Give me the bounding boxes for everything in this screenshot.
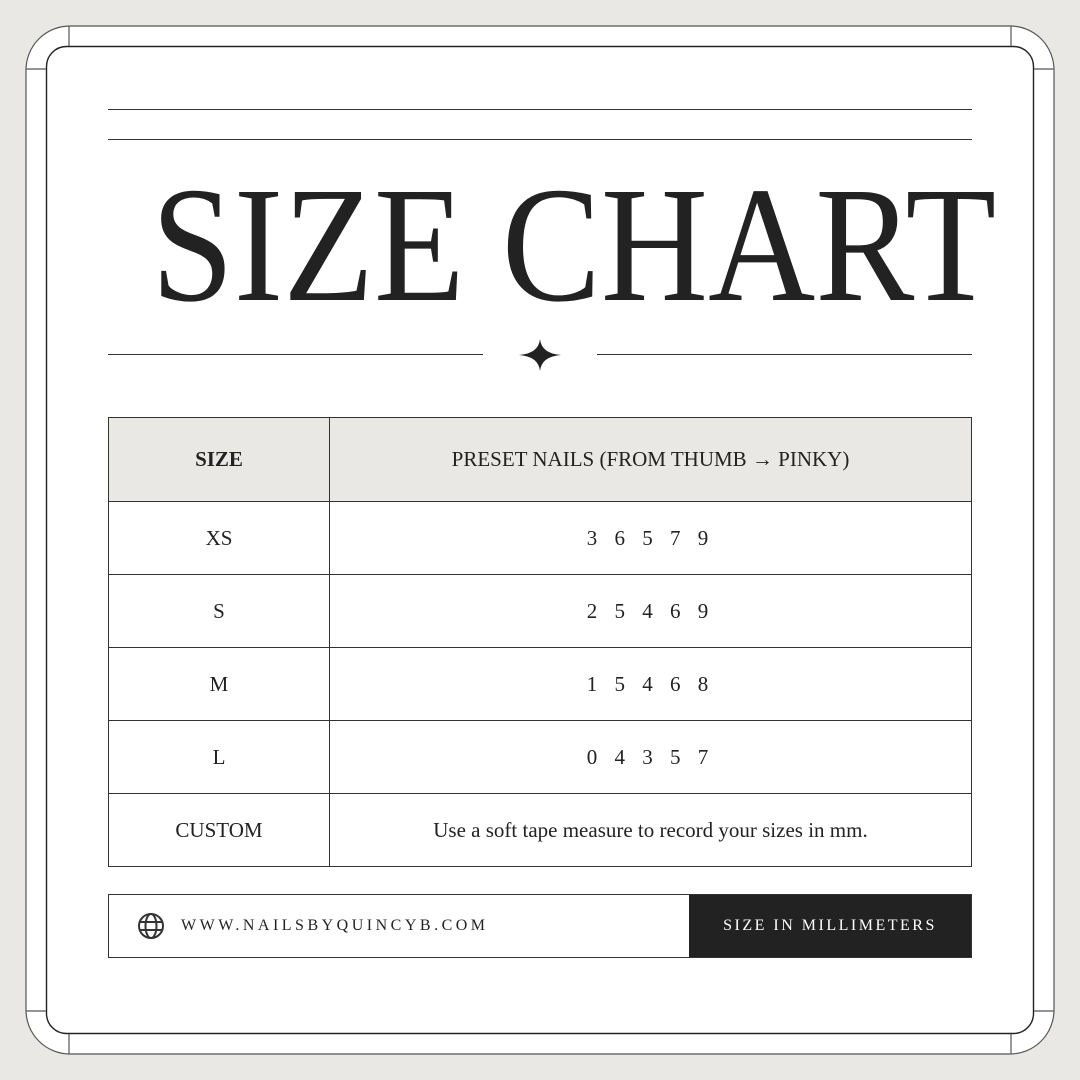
footer-bar: WWW.NAILSBYQUINCYB.COM SIZE IN MILLIMETE…: [108, 894, 972, 958]
divider-top-1: [108, 109, 972, 110]
table-row: M 1 5 4 6 8: [108, 647, 972, 721]
size-cell: M: [108, 647, 330, 721]
size-table: SIZE PRESET NAILS (FROM THUMB → PINKY) X…: [108, 417, 972, 867]
table-row: CUSTOM Use a soft tape measure to record…: [108, 793, 972, 867]
value-cell: 0 4 3 5 7: [329, 720, 972, 794]
size-cell: S: [108, 574, 330, 648]
website-link[interactable]: WWW.NAILSBYQUINCYB.COM: [109, 895, 689, 957]
divider-right: [597, 354, 972, 355]
globe-icon: [138, 913, 164, 939]
header-preset-nails: PRESET NAILS (FROM THUMB → PINKY): [329, 417, 972, 502]
value-cell: 1 5 4 6 8: [329, 647, 972, 721]
size-cell: XS: [108, 501, 330, 575]
value-cell: Use a soft tape measure to record your s…: [329, 793, 972, 867]
size-cell: L: [108, 720, 330, 794]
value-cell: 2 5 4 6 9: [329, 574, 972, 648]
divider-top-2: [108, 139, 972, 140]
website-text: WWW.NAILSBYQUINCYB.COM: [181, 917, 489, 934]
page-title: SIZE CHART: [151, 153, 997, 336]
size-cell: CUSTOM: [108, 793, 330, 867]
header-size: SIZE: [108, 417, 330, 502]
unit-label: SIZE IN MILLIMETERS: [689, 895, 971, 957]
table-header-row: SIZE PRESET NAILS (FROM THUMB → PINKY): [108, 417, 972, 502]
value-cell: 3 6 5 7 9: [329, 501, 972, 575]
divider-left: [108, 354, 483, 355]
table-row: S 2 5 4 6 9: [108, 574, 972, 648]
table-row: L 0 4 3 5 7: [108, 720, 972, 794]
sparkle-icon: [519, 339, 561, 371]
table-row: XS 3 6 5 7 9: [108, 501, 972, 575]
